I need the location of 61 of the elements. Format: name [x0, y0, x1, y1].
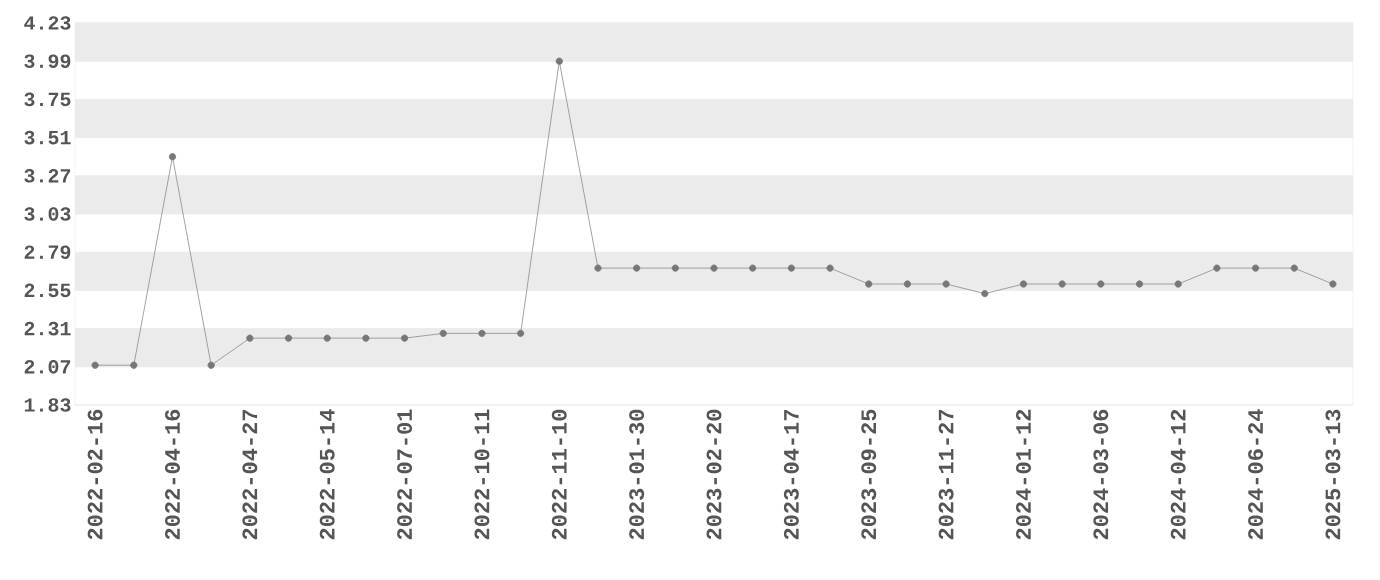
point: [323, 334, 331, 342]
point: [400, 334, 409, 342]
x-tick-label: 2024-04-12: [1170, 409, 1186, 540]
point: [981, 289, 989, 298]
x-tick-label: 2024-01-12: [1016, 409, 1031, 540]
y-tick-label: 3.51: [24, 130, 71, 145]
point: [1213, 264, 1221, 272]
y-tick-label: 3.03: [24, 207, 71, 221]
point: [942, 280, 950, 288]
y-tick-label: 2.07: [24, 360, 71, 374]
point: [207, 361, 215, 369]
point: [478, 329, 486, 337]
x-tick-label: 2024-06-24: [1248, 409, 1264, 540]
point: [1251, 264, 1260, 272]
point: [168, 153, 177, 161]
point: [555, 57, 563, 65]
x-tick-label: 2022-10-11: [474, 409, 490, 540]
point: [1174, 280, 1182, 288]
point: [517, 329, 525, 337]
y-tick-label: 3.99: [24, 54, 71, 68]
point: [1329, 280, 1337, 288]
x-tick-label: 2022-02-16: [87, 409, 103, 540]
point: [594, 264, 602, 272]
x-tick-label: 2023-02-20: [706, 409, 722, 540]
point: [439, 329, 447, 337]
point: [787, 264, 795, 272]
x-tick-label: 2023-11-27: [938, 410, 954, 540]
y-tick-label: 4.23: [24, 16, 71, 30]
x-tick-label: 2022-07-01: [397, 409, 413, 540]
point: [1097, 280, 1105, 288]
y-tick-label: 2.79: [24, 245, 71, 259]
point: [710, 264, 718, 272]
y-tick-label: 1.83: [24, 398, 71, 412]
x-tick-label: 2023-09-25: [861, 409, 877, 540]
point: [362, 334, 370, 342]
point: [130, 361, 138, 369]
x-tick-label: 2022-04-16: [165, 409, 180, 540]
point: [826, 264, 834, 272]
point: [671, 264, 679, 272]
x-tick-label: 2022-11-10: [551, 409, 567, 540]
point: [1290, 264, 1298, 272]
point: [1058, 280, 1066, 288]
x-tick-label: 2022-04-27: [242, 410, 258, 540]
point: [91, 361, 99, 369]
point: [1019, 280, 1028, 288]
point: [865, 280, 873, 288]
point: [633, 264, 641, 272]
y-tick-label: 2.55: [24, 283, 71, 298]
point: [1135, 280, 1144, 288]
y-tick-label: 3.27: [24, 169, 71, 183]
y-tick-label: 2.31: [24, 321, 71, 336]
x-tick-label: 2024-03-06: [1093, 409, 1109, 540]
point: [749, 264, 757, 272]
x-tick-label: 2023-04-17: [783, 410, 799, 540]
point: [246, 334, 254, 342]
x-tick-label: 2023-01-30: [629, 409, 645, 540]
point: [903, 280, 912, 288]
x-tick-label: 2025-03-13: [1325, 409, 1341, 540]
x-tick-label: 2022-05-14: [319, 409, 335, 540]
y-tick-label: 3.75: [24, 92, 71, 107]
point: [284, 334, 293, 342]
